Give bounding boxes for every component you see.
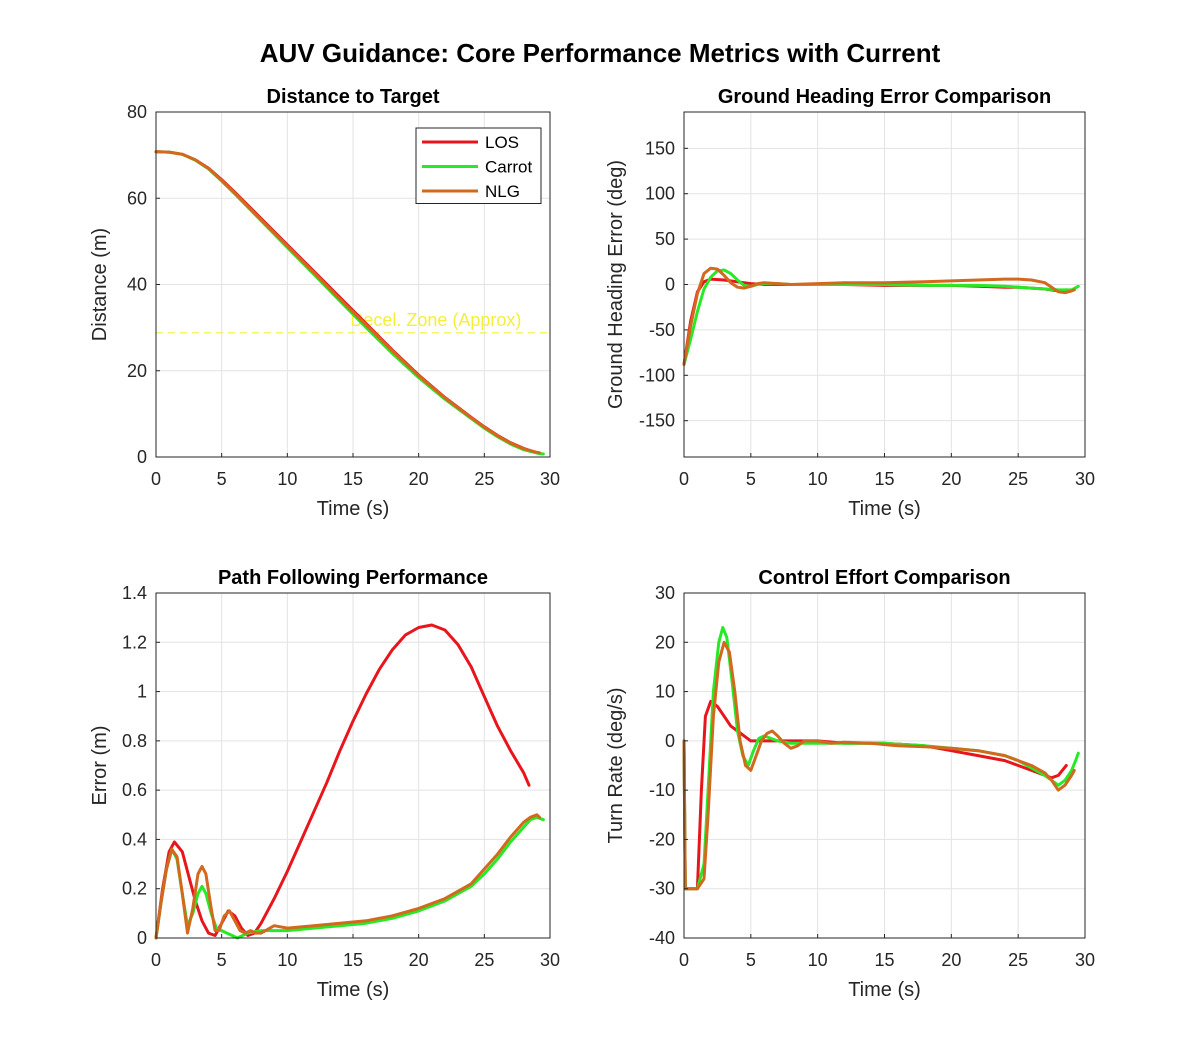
x-tick-label: 20 <box>409 950 429 970</box>
series-line-nlg <box>682 266 1076 366</box>
x-tick-label: 25 <box>474 950 494 970</box>
y-tick-label: -20 <box>649 829 675 849</box>
x-tick-label: 10 <box>808 469 828 489</box>
subplot-3: 0 5 10 15 20 25 30 0 0.2 0.4 0.6 0.8 1 1.2 1.4 Path Fol… <box>89 567 560 1001</box>
x-tick-label: 5 <box>217 469 227 489</box>
x-tick-label: 0 <box>151 950 161 970</box>
series-line-los <box>682 699 1068 891</box>
x-axis-label: Time (s) <box>848 498 921 520</box>
y-tick-label: 1.4 <box>122 583 147 603</box>
y-tick-label: 20 <box>655 632 675 652</box>
x-tick-label: 5 <box>217 950 227 970</box>
subplot-title: Distance to Target <box>267 86 440 108</box>
subplot-2: 0 5 10 15 20 25 30 -150 -100 -50 0 50 100 150 Ground H… <box>605 86 1095 520</box>
figure-title: AUV Guidance: Core Performance Metrics w… <box>260 38 941 68</box>
x-tick-label: 15 <box>874 950 894 970</box>
legend-label-nlg: NLG <box>485 182 520 201</box>
y-tick-label: -150 <box>639 411 675 431</box>
x-tick-label: 20 <box>941 469 961 489</box>
x-tick-label: 25 <box>474 469 494 489</box>
x-axis-label: Time (s) <box>317 498 390 520</box>
y-tick-label: 100 <box>645 184 675 204</box>
x-tick-label: 20 <box>409 469 429 489</box>
series-line-nlg <box>154 813 541 940</box>
series-line-nlg <box>682 640 1076 891</box>
y-tick-label: 0.6 <box>122 780 147 800</box>
subplot-title: Ground Heading Error Comparison <box>718 86 1051 108</box>
x-tick-label: 0 <box>679 950 689 970</box>
x-tick-label: 25 <box>1008 469 1028 489</box>
y-tick-label: 1 <box>137 682 147 702</box>
y-tick-label: -30 <box>649 879 675 899</box>
x-tick-label: 15 <box>343 950 363 970</box>
y-axis-label: Distance (m) <box>89 228 111 341</box>
y-axis-label: Error (m) <box>89 726 111 806</box>
y-tick-label: 150 <box>645 138 675 158</box>
x-tick-label: 10 <box>277 469 297 489</box>
y-tick-label: 20 <box>127 361 147 381</box>
y-tick-label: 30 <box>655 583 675 603</box>
series-line-nlg <box>154 150 541 455</box>
y-tick-label: 40 <box>127 275 147 295</box>
y-tick-label: 1.2 <box>122 632 147 652</box>
subplot-title: Control Effort Comparison <box>758 567 1010 589</box>
y-tick-label: 80 <box>127 102 147 122</box>
subplot-title: Path Following Performance <box>218 567 488 589</box>
x-tick-label: 10 <box>277 950 297 970</box>
y-tick-label: 0.4 <box>122 829 147 849</box>
y-axis-label: Ground Heading Error (deg) <box>605 160 627 409</box>
threshold-label: Decel. Zone (Approx) <box>350 310 521 330</box>
y-tick-label: 0 <box>665 275 675 295</box>
y-tick-label: 50 <box>655 229 675 249</box>
x-tick-label: 5 <box>746 469 756 489</box>
y-tick-label: 10 <box>655 682 675 702</box>
legend-label-carrot: Carrot <box>485 158 533 177</box>
y-axis-label: Turn Rate (deg/s) <box>605 688 627 844</box>
x-tick-label: 5 <box>746 950 756 970</box>
x-tick-label: 30 <box>540 950 560 970</box>
x-tick-label: 30 <box>540 469 560 489</box>
x-tick-label: 25 <box>1008 950 1028 970</box>
x-axis-label: Time (s) <box>848 979 921 1001</box>
x-tick-label: 20 <box>941 950 961 970</box>
legend: LOS Carrot NLG <box>415 127 542 204</box>
y-tick-label: 0.2 <box>122 879 147 899</box>
x-tick-label: 0 <box>679 469 689 489</box>
y-tick-label: 60 <box>127 188 147 208</box>
y-tick-label: -10 <box>649 780 675 800</box>
x-tick-label: 15 <box>343 469 363 489</box>
x-tick-label: 0 <box>151 469 161 489</box>
x-tick-label: 15 <box>874 469 894 489</box>
x-tick-label: 30 <box>1075 950 1095 970</box>
y-tick-label: -40 <box>649 928 675 948</box>
subplot-4: 0 5 10 15 20 25 30 -40 -30 -20 -10 0 10 20 30 Control E… <box>605 567 1095 1001</box>
y-tick-label: 0.8 <box>122 731 147 751</box>
y-tick-label: -100 <box>639 365 675 385</box>
y-tick-label: 0 <box>137 447 147 467</box>
y-tick-label: 0 <box>665 731 675 751</box>
y-tick-label: 0 <box>137 928 147 948</box>
x-tick-label: 30 <box>1075 469 1095 489</box>
y-tick-label: -50 <box>649 320 675 340</box>
legend-label-los: LOS <box>485 133 519 152</box>
subplot-1: Decel. Zone (Approx) 0 5 10 15 20 25 30 0 20 40 60 8… <box>89 86 560 520</box>
x-tick-label: 10 <box>808 950 828 970</box>
x-axis-label: Time (s) <box>317 979 390 1001</box>
